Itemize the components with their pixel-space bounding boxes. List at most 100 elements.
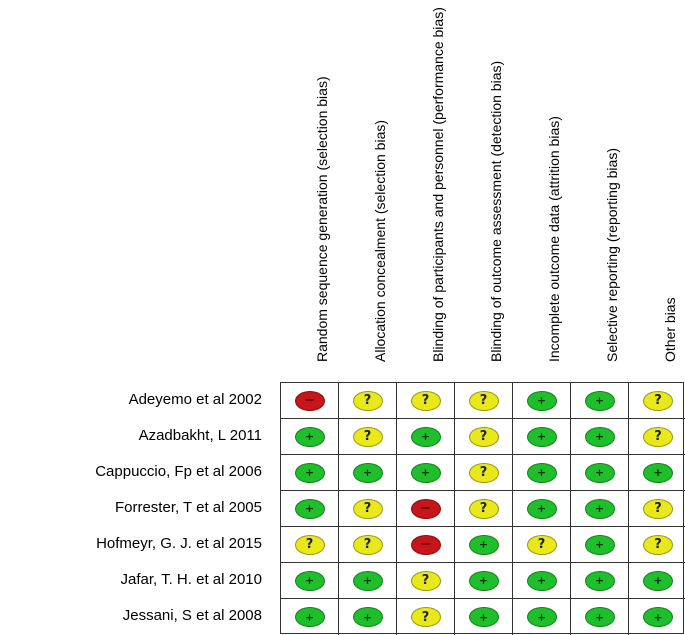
domain-label-text: Allocation concealment (selection bias) xyxy=(372,119,388,362)
rating-cell: + xyxy=(281,455,339,491)
risk-low-icon: + xyxy=(410,426,441,447)
risk-high-icon: − xyxy=(294,390,325,411)
risk-unclear-icon: ? xyxy=(643,534,673,555)
rating-cell: + xyxy=(339,599,397,635)
domain-header: Random sequence generation (selection bi… xyxy=(294,0,678,382)
study-row: + + +? + + + xyxy=(281,455,685,491)
risk-low-icon: + xyxy=(294,570,325,591)
study-name: Jafar, T. H. et al 2010 xyxy=(120,571,262,588)
rating-cell: + xyxy=(629,455,685,491)
risk-low-icon: + xyxy=(643,462,673,483)
domain-label-text: Other bias xyxy=(662,297,678,362)
study-row: + +? + + + + xyxy=(281,599,683,635)
risk-low-icon: + xyxy=(526,426,557,447)
risk-low-icon: + xyxy=(584,498,615,519)
rating-cell: + xyxy=(339,563,397,599)
rating-cell: + xyxy=(455,527,513,563)
risk-high-icon: − xyxy=(410,534,441,555)
study-row: −??? + +? xyxy=(281,383,685,419)
risk-low-icon: + xyxy=(526,462,557,483)
risk-low-icon: + xyxy=(468,607,499,627)
rating-cell: + xyxy=(339,455,397,491)
domain-label: Allocation concealment (selection bias) xyxy=(352,0,388,382)
rating-cell: + xyxy=(629,599,685,635)
risk-unclear-icon: ? xyxy=(352,534,383,555)
domain-label: Blinding of outcome assessment (detectio… xyxy=(468,0,504,382)
rating-cell: + xyxy=(629,563,685,599)
risk-unclear-icon: ? xyxy=(410,390,441,411)
rating-cell: ? xyxy=(513,527,571,563)
rating-cell: ? xyxy=(339,383,397,419)
rating-cell: + xyxy=(281,491,339,527)
study-row: ?? − +? +? xyxy=(281,527,685,563)
rating-cell: + xyxy=(571,527,629,563)
domain-label: Random sequence generation (selection bi… xyxy=(294,0,330,382)
risk-low-icon: + xyxy=(526,607,557,627)
risk-unclear-icon: ? xyxy=(352,426,383,447)
risk-low-icon: + xyxy=(468,570,499,591)
study-name: Forrester, T et al 2005 xyxy=(114,499,262,516)
risk-low-icon: + xyxy=(352,607,383,627)
domain-label-text: Blinding of outcome assessment (detectio… xyxy=(488,60,504,362)
rating-cell: ? xyxy=(397,599,455,635)
rating-cell: − xyxy=(397,491,455,527)
domain-label: Selective reporting (reporting bias) xyxy=(584,0,620,382)
rating-cell: ? xyxy=(339,491,397,527)
risk-low-icon: + xyxy=(526,390,557,411)
domain-label-text: Blinding of participants and personnel (… xyxy=(430,7,446,362)
domain-label: Blinding of participants and personnel (… xyxy=(410,0,446,382)
risk-low-icon: + xyxy=(352,462,383,483)
rating-cell: − xyxy=(281,383,339,419)
risk-low-icon: + xyxy=(584,607,615,627)
risk-unclear-icon: ? xyxy=(468,462,499,483)
domain-label: Other bias xyxy=(642,0,678,382)
risk-unclear-icon: ? xyxy=(526,534,557,555)
risk-low-icon: + xyxy=(584,534,615,555)
rating-cell: ? xyxy=(339,419,397,455)
rating-cell: + xyxy=(513,599,571,635)
domain-label: Incomplete outcome data (attrition bias) xyxy=(526,0,562,382)
risk-low-icon: + xyxy=(584,390,615,411)
study-name: Hofmeyr, G. J. et al 2015 xyxy=(96,535,262,552)
risk-low-icon: + xyxy=(294,607,325,627)
risk-low-icon: + xyxy=(643,607,673,627)
rating-cell: + xyxy=(513,455,571,491)
rating-cell: + xyxy=(513,419,571,455)
risk-low-icon: + xyxy=(526,570,557,591)
study-name: Cappuccio, Fp et al 2006 xyxy=(95,463,262,480)
domain-label-text: Random sequence generation (selection bi… xyxy=(314,76,330,362)
rating-cell: + xyxy=(513,491,571,527)
risk-unclear-icon: ? xyxy=(294,534,325,555)
rating-cell: + xyxy=(281,599,339,635)
rating-cell: ? xyxy=(629,491,685,527)
risk-unclear-icon: ? xyxy=(352,498,383,519)
rating-cell: + xyxy=(513,383,571,419)
risk-low-icon: + xyxy=(584,426,615,447)
rating-cell: + xyxy=(571,599,629,635)
risk-unclear-icon: ? xyxy=(468,426,499,447)
rating-cell: + xyxy=(281,419,339,455)
risk-low-icon: + xyxy=(643,570,673,591)
study-row: +? +? + +? xyxy=(281,419,685,455)
rating-cell: + xyxy=(397,419,455,455)
risk-high-icon: − xyxy=(410,498,441,519)
risk-low-icon: + xyxy=(584,462,615,483)
rating-cell: + xyxy=(455,563,513,599)
rating-cell: ? xyxy=(629,383,685,419)
risk-unclear-icon: ? xyxy=(643,426,673,447)
rating-cell: ? xyxy=(339,527,397,563)
risk-unclear-icon: ? xyxy=(410,607,441,627)
rating-cell: + xyxy=(571,455,629,491)
risk-unclear-icon: ? xyxy=(468,390,499,411)
rating-cell: ? xyxy=(629,527,685,563)
rating-cell: + xyxy=(571,383,629,419)
rating-cell: ? xyxy=(397,563,455,599)
study-name: Azadbakht, L 2011 xyxy=(138,427,262,444)
rating-cell: − xyxy=(397,527,455,563)
rating-cell: ? xyxy=(455,455,513,491)
domain-label-text: Selective reporting (reporting bias) xyxy=(604,148,620,362)
risk-low-icon: + xyxy=(294,462,325,483)
rating-cell: ? xyxy=(629,419,685,455)
study-row: +? −? + +? xyxy=(281,491,685,527)
risk-low-icon: + xyxy=(468,534,499,555)
